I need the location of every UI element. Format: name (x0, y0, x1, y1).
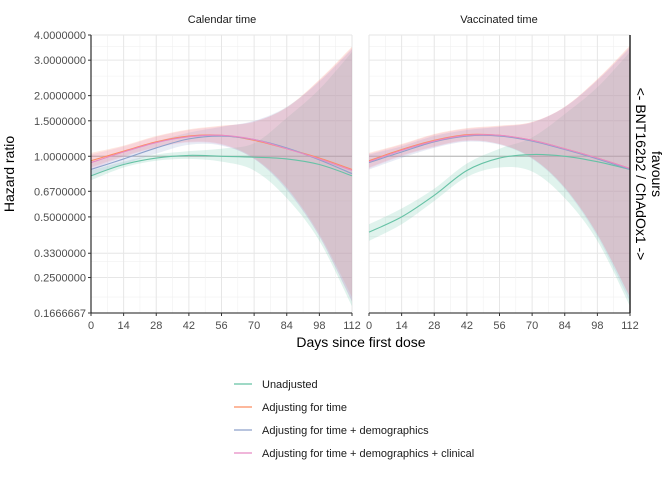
y-tick-label: 1.5000000 (34, 116, 86, 128)
x-axis-title: Days since first dose (296, 334, 425, 350)
ci-band-adjusting-for-time (91, 46, 352, 298)
y-tick-label: 2.0000000 (34, 91, 86, 103)
y-axis-title: Hazard ratio (1, 136, 17, 212)
series-lines-calendar-time (90, 134, 353, 177)
x-tick-label: 70 (248, 320, 260, 332)
series-lines-vaccinated-time (368, 133, 631, 233)
y-tick-label: 1.0000000 (34, 151, 86, 163)
legend-label-unadjusted: Unadjusted (262, 379, 318, 391)
ci-bands-calendar-time (91, 46, 352, 307)
ci-band-adjusting-for-time-demographics-clinical (91, 47, 352, 302)
x-tick-label: 84 (281, 320, 293, 332)
x-tick-label: 112 (343, 320, 361, 332)
x-tick-label: 70 (526, 320, 538, 332)
ci-band-adjusting-for-time (369, 45, 630, 298)
x-tick-label: 98 (591, 320, 603, 332)
x-tick-label: 14 (396, 320, 408, 332)
ci-band-adjusting-for-time-demographics (369, 47, 630, 302)
y-tick-label: 0.2500000 (34, 273, 86, 285)
x-tick-label: 0 (88, 320, 94, 332)
x-tick-label: 84 (559, 320, 571, 332)
right-label-favours: favours (649, 151, 665, 197)
panel-title-vaccinated-time: Vaccinated time (460, 14, 537, 26)
y-tick-label: 0.6700000 (34, 186, 86, 198)
x-tick-label: 56 (493, 320, 505, 332)
x-tick-label: 28 (150, 320, 162, 332)
x-axes: 0 14 28 42 56 70 84 98 112 0 14 28 42 56 70 84 98 112 (88, 312, 639, 332)
ci-band-adjusting-for-time-demographics (91, 49, 352, 302)
x-tick-label: 98 (313, 320, 325, 332)
legend-label-adjusting-for-time-demographics: Adjusting for time + demographics (262, 425, 429, 437)
legend: Unadjusted Adjusting for time Adjusting fo… (234, 379, 474, 460)
x-tick-label: 28 (428, 320, 440, 332)
legend-item-adjusting-for-time: Adjusting for time (234, 402, 347, 414)
legend-item-unadjusted: Unadjusted (234, 379, 318, 391)
series-line-adjusting-for-time-demographics (368, 134, 631, 170)
y-tick-label: 3.0000000 (34, 55, 86, 67)
legend-label-adjusting-for-time: Adjusting for time (262, 402, 347, 414)
ci-band-unadjusted (91, 51, 352, 307)
legend-label-adjusting-for-time-demographics-clinical: Adjusting for time + demographics + clin… (262, 448, 474, 460)
y-tick-label: 4.0000000 (34, 30, 86, 42)
right-label-vaccines: <- BNT162b2 / ChAdOx1 -> (633, 88, 649, 261)
x-tick-label: 14 (118, 320, 130, 332)
y-tick-label: 0.1666667 (34, 308, 86, 320)
y-axis: 0.1666667 0.2500000 0.3300000 0.5000000 0.67… (34, 30, 92, 320)
x-tick-label: 112 (621, 320, 639, 332)
legend-item-adjusting-for-time-demographics-clinical: Adjusting for time + demographics + clin… (234, 448, 474, 460)
series-line-adjusting-for-time-demographics-clinical (90, 134, 353, 171)
panel-title-calendar-time: Calendar time (188, 14, 256, 26)
ci-band-adjusting-for-time-demographics-clinical (369, 46, 630, 298)
series-line-unadjusted (90, 154, 353, 177)
ci-bands-vaccinated-time (369, 45, 630, 307)
x-tick-label: 0 (366, 320, 372, 332)
y-tick-label: 0.3300000 (34, 248, 86, 260)
legend-item-adjusting-for-time-demographics: Adjusting for time + demographics (234, 425, 429, 437)
series-line-adjusting-for-time-demographics-clinical (368, 134, 631, 169)
y-tick-label: 0.5000000 (34, 212, 86, 224)
ci-band-unadjusted (369, 51, 630, 307)
x-tick-label: 42 (183, 320, 195, 332)
x-tick-label: 56 (215, 320, 227, 332)
x-tick-label: 42 (461, 320, 473, 332)
series-line-unadjusted (368, 153, 631, 233)
